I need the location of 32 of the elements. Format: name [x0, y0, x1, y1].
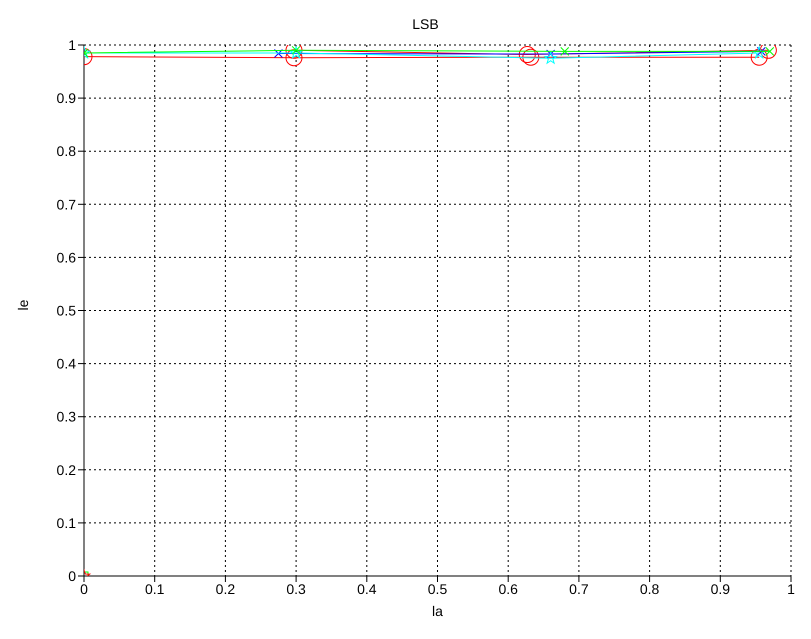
- y-tick-label: 1: [68, 36, 76, 53]
- x-axis-title: la: [432, 603, 444, 619]
- point: [518, 46, 536, 64]
- x-tick-label: 0.4: [357, 580, 377, 597]
- y-tick-label: 0.7: [56, 196, 76, 212]
- x-tick-label: 0.6: [498, 580, 518, 597]
- point: [750, 48, 768, 66]
- x-tick-label: 0.2: [216, 580, 236, 597]
- x-tick-label: 0.3: [286, 580, 306, 597]
- y-tick-label: 0.1: [56, 514, 76, 531]
- y-tick-label: 0.8: [56, 143, 76, 160]
- y-axis-title: le: [14, 299, 31, 310]
- x-tick-label: 0.1: [144, 580, 165, 597]
- x-tick-label: 0.8: [640, 580, 660, 597]
- x-tick-label: 0: [80, 580, 88, 597]
- x-tick-label: 0.9: [710, 580, 730, 597]
- x-tick-label: 1: [787, 580, 796, 597]
- point: [522, 48, 540, 66]
- chart-title: LSB: [411, 16, 440, 32]
- y-tick-label: 0.6: [56, 249, 76, 266]
- x-tick-label: 0.5: [428, 580, 448, 597]
- point: [560, 46, 570, 56]
- point: [544, 52, 557, 64]
- y-tick-label: 0.2: [56, 462, 76, 478]
- y-tick-label: 0.4: [56, 356, 76, 372]
- y-tick-label: 0.3: [56, 408, 76, 425]
- point: [274, 48, 283, 58]
- y-tick-label: 0.9: [56, 90, 76, 106]
- x-tick-label: 0.7: [569, 580, 589, 597]
- point: [285, 49, 302, 66]
- y-tick-label: 0.5: [56, 302, 76, 318]
- y-tick-label: 0: [68, 568, 76, 584]
